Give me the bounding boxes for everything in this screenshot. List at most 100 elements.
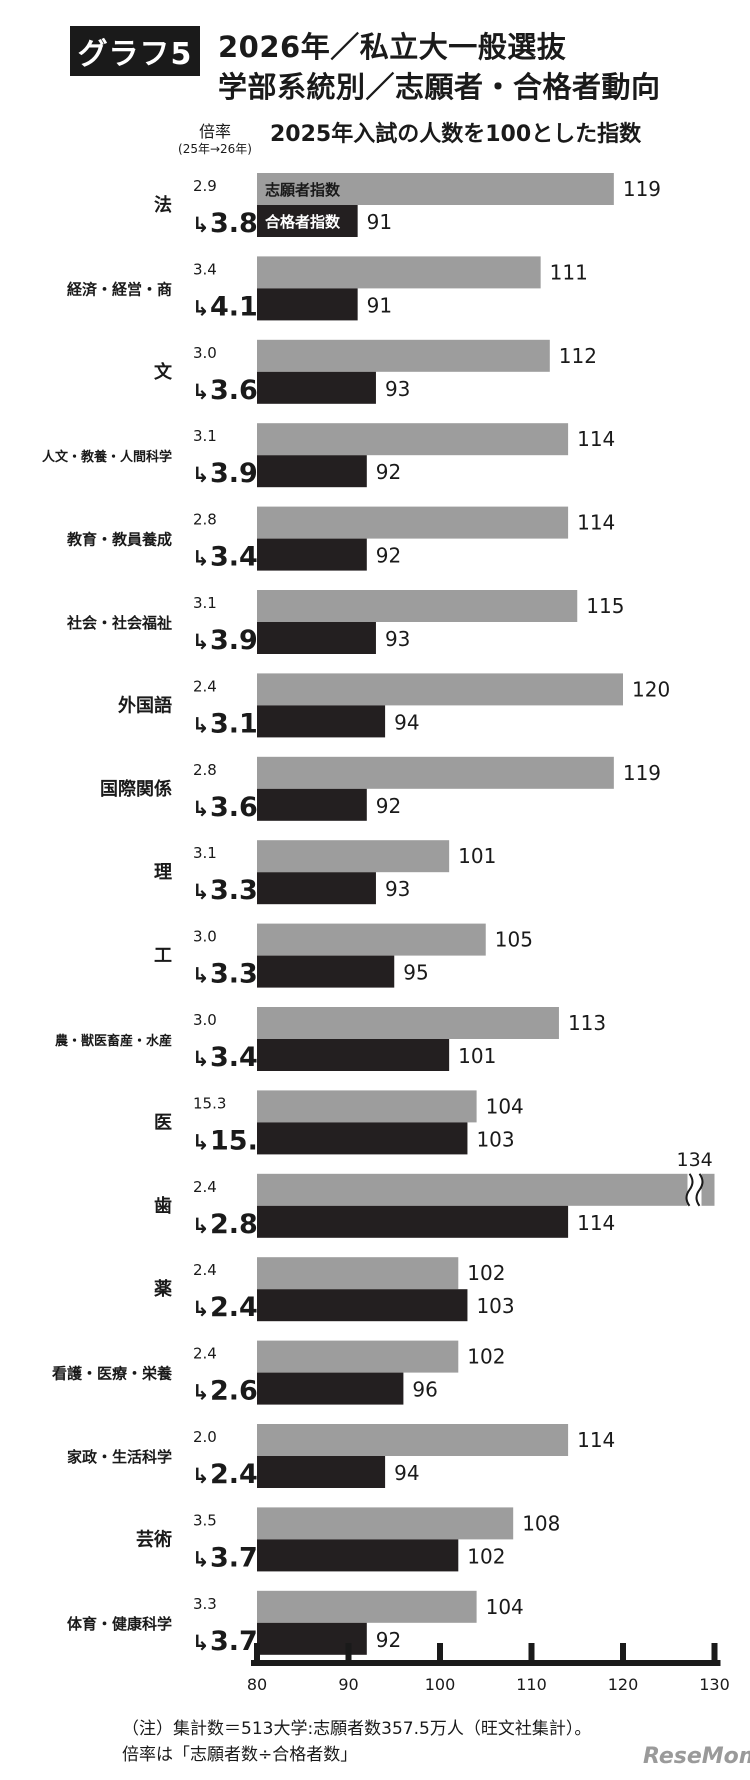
graph-badge: グラフ5 <box>70 26 200 76</box>
passer-value-label: 101 <box>458 1044 496 1068</box>
passer-value-label: 94 <box>394 710 419 734</box>
chart-title-line2: 学部系統別／志願者・合格者動向 <box>218 70 661 104</box>
passer-value-label: 91 <box>367 293 392 317</box>
ratio-arrow: ↳ <box>192 296 210 320</box>
passer-bar <box>257 872 376 905</box>
applicant-value-label: 108 <box>522 1511 560 1535</box>
x-axis-line <box>251 1660 721 1666</box>
applicant-bar <box>257 339 550 372</box>
ratio-2026: 3.1 <box>210 708 258 739</box>
ratio-2025: 2.4 <box>193 677 217 695</box>
ratio-arrow: ↳ <box>192 1547 210 1571</box>
applicant-value-label: 134 <box>677 1149 713 1171</box>
applicant-bar <box>257 1340 459 1373</box>
passer-bar <box>257 288 358 321</box>
ratio-2026: 3.3 <box>210 959 258 990</box>
ratio-2026: 4.1 <box>210 291 258 322</box>
ratio-2025: 3.1 <box>193 427 217 445</box>
passer-bar <box>257 1039 450 1071</box>
ratio-2025: 2.4 <box>193 1261 217 1279</box>
category-label: 人文・教養・人間科学 <box>42 449 172 465</box>
passer-value-label: 91 <box>367 210 392 234</box>
category-label: 体育・健康科学 <box>67 1615 172 1633</box>
passer-bar <box>257 538 367 571</box>
applicant-bar <box>257 1257 459 1290</box>
applicant-value-label: 111 <box>550 260 588 284</box>
axis-break-gap <box>687 1171 702 1208</box>
passer-bar <box>257 955 395 988</box>
category-label: 外国語 <box>118 694 172 716</box>
passer-bar <box>257 205 358 237</box>
applicant-value-label: 115 <box>586 594 624 618</box>
ratio-arrow: ↳ <box>192 1631 210 1655</box>
category-label: 工 <box>154 946 172 967</box>
passer-bar <box>257 1122 468 1155</box>
applicant-value-label: 119 <box>623 177 661 201</box>
ratio-arrow: ↳ <box>192 213 210 237</box>
category-label: 農・獣医畜産・水産 <box>55 1033 172 1049</box>
footnote-line1: （注）集計数＝513大学:志願者数357.5万人（旺文社集計）。 <box>122 1719 592 1739</box>
resemom-logo: ReseMom <box>643 1744 750 1769</box>
ratio-2025: 3.0 <box>193 928 217 946</box>
passer-bar <box>257 1205 569 1238</box>
ratio-2026: 3.4 <box>210 1042 258 1073</box>
ratio-subheader: (25年→26年) <box>178 142 252 156</box>
ratio-2025: 15.3 <box>193 1094 226 1112</box>
passer-value-label: 92 <box>376 794 401 818</box>
category-label: 法 <box>154 194 172 216</box>
category-label: 芸術 <box>136 1528 172 1550</box>
passer-bar <box>257 1539 459 1572</box>
applicant-bar <box>257 1507 514 1540</box>
applicant-bar <box>257 506 569 539</box>
legend-passers: 合格者指数 <box>264 213 341 231</box>
ratio-2025: 3.5 <box>193 1511 217 1529</box>
ratio-arrow: ↳ <box>192 1381 210 1405</box>
ratio-arrow: ↳ <box>192 463 210 487</box>
applicant-bar <box>257 673 623 706</box>
passer-value-label: 92 <box>376 460 401 484</box>
passer-value-label: 103 <box>476 1294 514 1318</box>
ratio-arrow: ↳ <box>192 547 210 571</box>
x-axis-tick <box>620 1643 626 1663</box>
ratio-arrow: ↳ <box>192 964 210 988</box>
category-label: 医 <box>154 1112 172 1133</box>
ratio-2025: 2.8 <box>193 511 217 529</box>
ratio-2025: 3.1 <box>193 844 217 862</box>
x-axis-tick <box>437 1643 443 1663</box>
ratio-2026: 2.4 <box>210 1292 258 1323</box>
ratio-arrow: ↳ <box>192 1214 210 1238</box>
passer-bar <box>257 788 367 821</box>
passer-bar <box>257 455 367 488</box>
applicant-value-label: 101 <box>458 844 496 868</box>
passer-value-label: 93 <box>385 627 410 651</box>
ratio-2026: 3.7 <box>210 1626 258 1657</box>
applicant-bar <box>257 756 614 789</box>
applicant-value-label: 102 <box>467 1261 505 1285</box>
passer-value-label: 103 <box>476 1127 514 1151</box>
applicant-bar <box>257 1090 477 1123</box>
applicant-value-label: 112 <box>559 344 597 368</box>
passer-value-label: 96 <box>412 1378 437 1402</box>
passer-value-label: 94 <box>394 1461 419 1485</box>
x-axis-tick <box>528 1643 535 1663</box>
ratio-arrow: ↳ <box>192 1047 210 1071</box>
applicant-bar <box>257 840 450 873</box>
passer-value-label: 92 <box>376 544 401 568</box>
category-label: 文 <box>154 361 173 383</box>
applicant-bar <box>257 423 569 456</box>
category-label: 歯 <box>154 1195 172 1217</box>
category-label: 社会・社会福祉 <box>66 614 172 632</box>
x-tick-label: 130 <box>699 1675 730 1694</box>
category-label: 薬 <box>154 1279 172 1300</box>
ratio-arrow: ↳ <box>192 630 210 654</box>
applicant-value-label: 119 <box>623 761 661 785</box>
category-label: 看護・医療・栄養 <box>52 1365 173 1383</box>
x-axis-tick <box>254 1643 260 1663</box>
ratio-arrow: ↳ <box>192 880 210 904</box>
chart-title-line1: 2026年／私立大一般選抜 <box>218 30 567 64</box>
passer-value-label: 92 <box>376 1628 401 1652</box>
passer-value-label: 93 <box>385 877 410 901</box>
applicant-bar <box>257 923 486 956</box>
applicant-value-label: 120 <box>632 677 670 701</box>
x-axis-tick <box>345 1643 352 1663</box>
